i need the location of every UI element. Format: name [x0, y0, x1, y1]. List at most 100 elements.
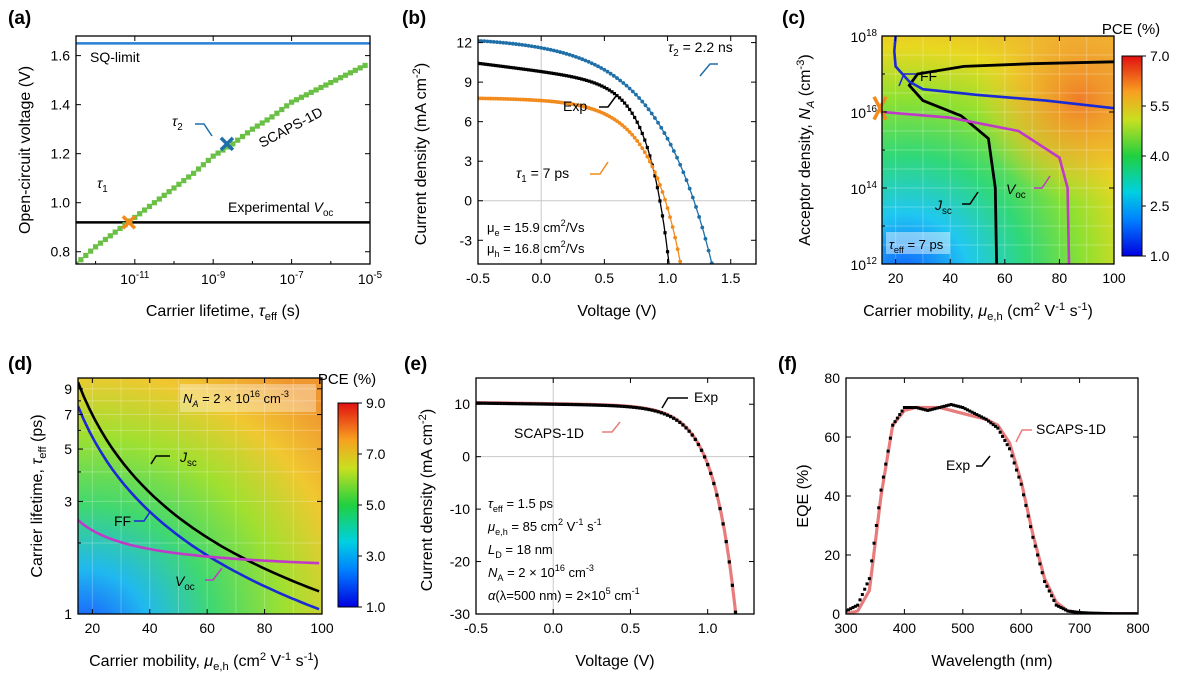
e-param-1: μe,h = 85 cm2 V-1 s-1	[487, 517, 602, 537]
panel-e-frame	[475, 377, 755, 615]
d-colorbar-label: 1.0	[366, 599, 386, 615]
b-tau2-point	[668, 142, 673, 147]
e-exp-point	[536, 402, 540, 406]
b-exp-point	[494, 63, 498, 68]
c-x-label: 40	[942, 270, 958, 286]
c-colorbar	[1121, 55, 1143, 257]
scaps-point	[244, 130, 251, 136]
f-exp-point	[912, 406, 916, 409]
c-colorbar-label: 7.0	[1150, 48, 1170, 64]
f-exp-point	[1040, 571, 1044, 575]
b-exp-point	[605, 87, 609, 91]
scaps-point	[264, 117, 270, 123]
panel-c-letter: (c)	[782, 8, 805, 29]
d-voc-label: Voc	[175, 573, 195, 593]
b-tau2-point	[615, 76, 619, 80]
panel-f-plot	[846, 403, 1138, 614]
f-exp-point	[914, 406, 918, 409]
b-x-label: 1.0	[658, 270, 678, 286]
b-tau1-point	[637, 142, 642, 147]
e-exp-point	[727, 560, 731, 564]
b-tau2-point	[684, 178, 689, 183]
f-exp-point	[1017, 475, 1021, 479]
e-exp-point	[665, 413, 670, 417]
b-tau2-point	[482, 39, 487, 44]
f-exp-leader	[976, 455, 991, 467]
b-tau2-point	[564, 51, 569, 56]
b-tau2-point	[539, 45, 544, 50]
tau1-label: τ1	[97, 175, 108, 195]
f-exp-point	[1019, 482, 1023, 486]
f-exp-point	[1087, 611, 1091, 614]
e-exp-point	[613, 404, 617, 408]
b-exp-point	[590, 80, 594, 84]
e-exp-point	[702, 455, 707, 459]
e-exp-point	[659, 411, 663, 415]
b-tau2-point	[709, 261, 714, 264]
f-exp-point	[919, 407, 923, 411]
b-exp-label: Exp	[563, 98, 587, 114]
e-exp-point	[604, 403, 608, 408]
f-exp-point	[940, 405, 944, 409]
c-jsc-leader	[962, 191, 979, 205]
e-exp-point	[641, 406, 645, 411]
b-tau1-point	[645, 154, 650, 159]
b-tau1-point	[658, 183, 662, 187]
f-exp-point	[916, 406, 920, 410]
f-exp-point	[1043, 580, 1047, 584]
f-exp-point	[1101, 611, 1105, 614]
a-x-label: 10-7	[279, 270, 303, 287]
a-x-label: 10-11	[120, 270, 149, 287]
e-exp-point	[582, 403, 586, 407]
b-tau2-point	[703, 236, 708, 241]
sq-limit-label: SQ-limit	[90, 49, 140, 65]
b-tau1-point	[660, 190, 665, 194]
f-exp-point	[1015, 468, 1019, 472]
b-tau2-point	[706, 248, 711, 253]
c-x-label: 100	[1102, 270, 1126, 286]
c-jsc-label: Jsc	[934, 197, 952, 217]
e-exp-point	[597, 403, 602, 407]
b-tau1-point	[663, 197, 667, 202]
e-exp-point	[733, 610, 738, 614]
b-tau1-leader	[590, 161, 609, 175]
b-exp-point	[504, 65, 508, 69]
b-exp-point	[496, 64, 500, 68]
f-exp-point	[984, 417, 988, 421]
b-tau1-point	[675, 247, 680, 252]
e-exp-point	[706, 462, 710, 467]
f-exp-point	[1003, 439, 1007, 443]
b-exp-point	[542, 70, 546, 74]
b-y-label: -3	[460, 232, 473, 248]
b-tau1-point	[622, 125, 627, 130]
e-exp-point	[684, 426, 688, 430]
scaps-point	[186, 174, 192, 180]
b-tau1-point	[665, 206, 670, 211]
b-exp-point	[577, 76, 581, 80]
c-x-label: 20	[888, 270, 904, 286]
f-exp-point	[884, 462, 888, 466]
b-tau1-point	[653, 170, 657, 175]
b-exp-point	[567, 74, 571, 78]
c-ff-label: FF	[920, 68, 937, 84]
f-exp-point	[965, 408, 969, 412]
f-exp-point	[860, 593, 864, 597]
f-exp-point	[905, 406, 909, 409]
f-x-label: 300	[834, 620, 858, 636]
b-tau2-point	[665, 136, 670, 141]
f-exp-point	[1085, 611, 1089, 614]
e-exp-point	[563, 402, 568, 407]
f-exp-point	[928, 408, 932, 412]
b-tau2-point	[510, 41, 515, 46]
b-exp-point	[534, 69, 538, 73]
f-exp-point	[972, 411, 976, 415]
e-exp-point	[539, 402, 543, 406]
e-exp-point	[693, 437, 697, 442]
b-tau1-point	[620, 123, 624, 127]
d-x-label: 20	[85, 620, 101, 636]
b-tau2-point	[558, 50, 563, 54]
f-exp-point	[1022, 493, 1026, 497]
f-exp-point	[954, 404, 958, 408]
b-tau2-point	[507, 41, 512, 46]
b-x-axis-title: Voltage (V)	[577, 303, 656, 320]
